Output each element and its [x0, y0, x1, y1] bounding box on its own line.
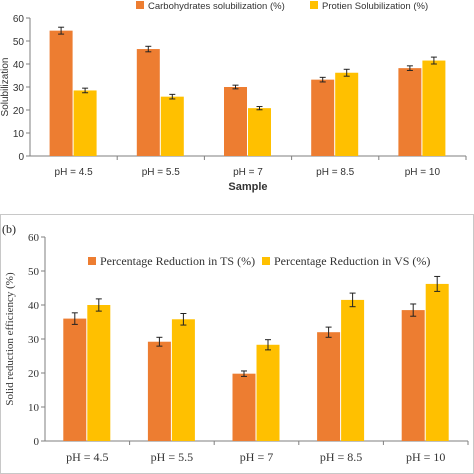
- y-tick-label: 60: [13, 14, 25, 25]
- bar-2: [73, 90, 97, 156]
- y-tick-label: 30: [28, 334, 40, 346]
- y-tick-label: 50: [13, 37, 25, 48]
- error-bar: [325, 326, 332, 338]
- error-bar: [343, 68, 350, 77]
- error-bar: [430, 56, 437, 65]
- legend-item-2: Protien Solubilization (%): [310, 1, 428, 12]
- y-tick-label: 50: [28, 266, 40, 278]
- error-bar: [95, 298, 102, 312]
- legend-label: Percentage Reduction in VS (%): [274, 254, 430, 268]
- error-bar: [349, 292, 356, 308]
- x-axis-label: Sample: [228, 181, 267, 193]
- bar-2: [171, 319, 195, 441]
- legend-swatch: [88, 257, 96, 265]
- x-tick-label: pH = 7: [233, 167, 263, 178]
- legend-swatch: [262, 257, 270, 265]
- x-tick-label: pH = 10: [405, 167, 441, 178]
- error-bar: [58, 26, 65, 35]
- bar-1: [311, 79, 335, 156]
- error-bar: [256, 106, 263, 111]
- legend-item-1: Percentage Reduction in TS (%): [88, 254, 255, 268]
- error-bar: [319, 76, 326, 83]
- chart-panel-1: 0 10 20 30 40 50 60 pH = 4.5 pH = 5.5 pH = 7 pH = …: [0, 1, 467, 193]
- bar-1: [398, 68, 422, 156]
- bar-1: [147, 341, 171, 441]
- error-bar: [71, 312, 78, 325]
- error-bar: [434, 275, 441, 292]
- error-bar: [232, 84, 239, 90]
- error-bar: [265, 339, 271, 351]
- y-tick-label: 10: [28, 402, 40, 414]
- legend-item-1: Carbohydrates solubilization (%): [136, 1, 285, 12]
- bar-1: [136, 49, 160, 156]
- bar-2: [425, 283, 449, 441]
- y-axis-label: Solid reduction efficiency (%): [4, 272, 16, 406]
- bar-1: [232, 373, 256, 441]
- error-bar: [410, 303, 417, 317]
- legend-swatch: [136, 1, 144, 9]
- legend-label: Carbohydrates solubilization (%): [148, 1, 285, 12]
- bar-2: [256, 344, 280, 441]
- legend-item-2: Percentage Reduction in VS (%): [262, 254, 430, 268]
- chart-panel-2: (b) 0 10 20 30 40 50 60 pH = 4.5 pH = 5.5 pH = 7 pH…: [0, 214, 474, 474]
- bar-2: [335, 72, 359, 156]
- error-bar: [406, 65, 413, 71]
- x-tick-label: pH = 4.5: [66, 450, 108, 464]
- y-axis-label: Solubilization: [0, 58, 11, 117]
- y-tick-label: 40: [28, 300, 40, 312]
- x-tick-label: pH = 10: [406, 450, 445, 464]
- legend-label: Percentage Reduction in TS (%): [100, 254, 255, 268]
- y-tick-label: 10: [13, 129, 25, 140]
- error-bar: [241, 370, 247, 377]
- error-bar: [180, 313, 187, 326]
- panel-label: (b): [2, 222, 16, 236]
- error-bar: [169, 93, 176, 100]
- y-tick-label: 0: [18, 152, 24, 163]
- bar-2: [341, 299, 365, 441]
- x-tick-label: pH = 8.5: [320, 450, 362, 464]
- y-tick-label: 40: [13, 60, 25, 71]
- bar-1: [401, 310, 425, 441]
- bar-2: [248, 108, 271, 156]
- bar-1: [317, 332, 341, 441]
- error-bar: [156, 336, 163, 347]
- legend-swatch: [310, 1, 318, 9]
- y-tick-label: 30: [13, 83, 25, 94]
- bar-2: [422, 60, 446, 156]
- x-tick-label: pH = 8.5: [316, 167, 355, 178]
- bar-2: [87, 305, 111, 441]
- bar-1: [224, 87, 247, 156]
- y-tick-label: 20: [13, 106, 25, 117]
- bar-1: [63, 318, 87, 441]
- y-tick-label: 20: [28, 368, 40, 380]
- y-tick-label: 60: [28, 232, 40, 244]
- error-bar: [145, 45, 152, 53]
- error-bar: [82, 87, 89, 94]
- legend-label: Protien Solubilization (%): [322, 1, 428, 12]
- x-tick-label: pH = 7: [240, 450, 273, 464]
- x-tick-label: pH = 4.5: [55, 167, 94, 178]
- bar-2: [160, 96, 184, 156]
- bar-1: [49, 30, 73, 156]
- y-tick-label: 0: [34, 436, 40, 448]
- x-tick-label: pH = 5.5: [142, 167, 181, 178]
- x-tick-label: pH = 5.5: [151, 450, 193, 464]
